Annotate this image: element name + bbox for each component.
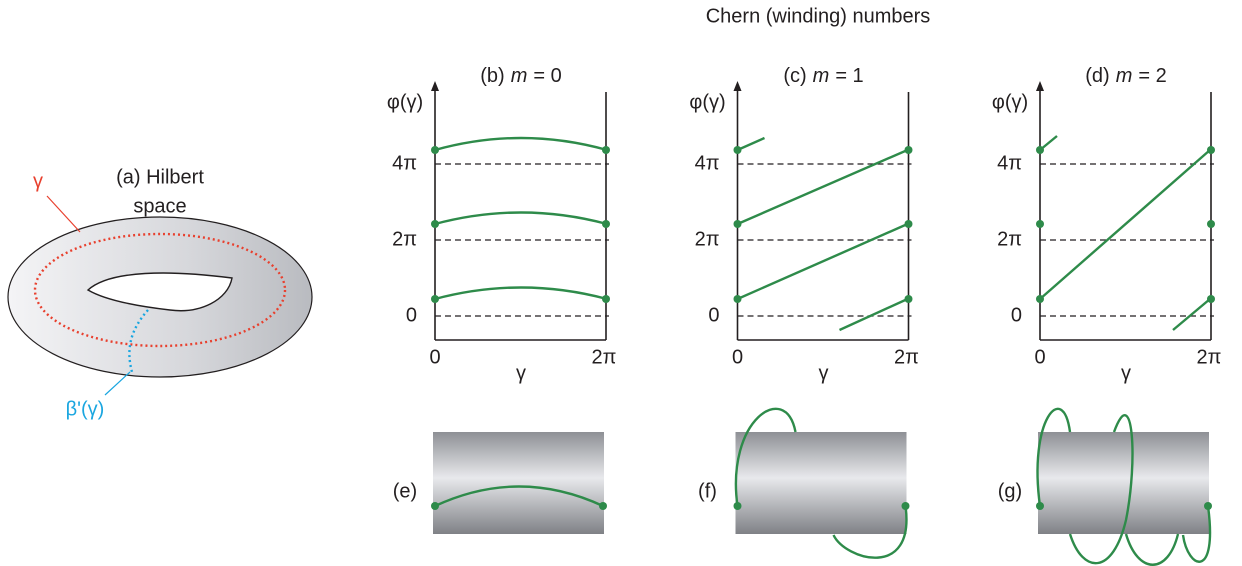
point: [599, 502, 607, 510]
cylinder-body: [433, 432, 604, 534]
plot-equals: = 1: [835, 65, 863, 87]
y-tick-label: 2π: [695, 228, 720, 250]
x-tick-label: 0: [429, 346, 440, 368]
x-axis-label: γ: [819, 362, 829, 384]
point: [602, 220, 610, 228]
plot: (b) m = 0 φ(γ) 0 2π 4π 0 2π γ (e): [387, 65, 617, 534]
curve: [1172, 298, 1211, 331]
plot-prefix: (c): [783, 65, 806, 87]
x-tick-label: 0: [1034, 346, 1045, 368]
torus: [7, 195, 313, 396]
fiber-label: β'(γ): [66, 398, 105, 420]
cylinder-label: (g): [998, 480, 1022, 502]
winding: [434, 485, 604, 508]
y-tick-label: 0: [1011, 304, 1022, 326]
point: [602, 146, 610, 154]
x-tick-label: 2π: [592, 346, 617, 368]
plot-equals: = 0: [533, 65, 561, 87]
curve: [737, 148, 908, 226]
point: [1207, 146, 1215, 154]
point: [733, 295, 742, 303]
winding: [734, 407, 797, 507]
plot-title: (b) m = 0: [480, 65, 561, 87]
point: [602, 295, 610, 303]
point: [1207, 295, 1215, 303]
point: [431, 146, 439, 154]
y-axis-label: φ(γ): [387, 91, 423, 113]
winding: [832, 505, 908, 559]
point: [431, 502, 439, 510]
y-tick-label: 4π: [695, 152, 720, 174]
plot: (c) m = 1 φ(γ) 0 2π 4π 0 2π γ (f): [689, 65, 919, 559]
y-axis-label: φ(γ): [992, 91, 1028, 113]
plot-variable: m: [511, 65, 528, 87]
winding: [1036, 407, 1072, 507]
loop-label: γ: [33, 170, 43, 192]
plot: (d) m = 2 φ(γ) 0 2π 4π 0 2π γ (g): [992, 65, 1222, 566]
y-tick-label: 0: [406, 304, 417, 326]
plot-prefix: (b): [480, 65, 504, 87]
x-axis-label: γ: [516, 362, 526, 384]
winding: [1068, 414, 1134, 565]
point: [1204, 502, 1212, 510]
winding: [1181, 505, 1212, 563]
y-tick-label: 0: [708, 304, 719, 326]
y-tick-label: 2π: [392, 228, 417, 250]
x-tick-label: 2π: [1197, 346, 1222, 368]
y-tick-label: 2π: [997, 228, 1022, 250]
point: [904, 295, 913, 303]
cylinder: [431, 432, 607, 534]
plot-variable: m: [813, 65, 830, 87]
curve: [434, 286, 608, 301]
plot-prefix: (d): [1085, 65, 1109, 87]
curve: [737, 222, 908, 301]
plot-equals: = 2: [1138, 65, 1166, 87]
hilbert-label: space: [133, 195, 186, 217]
curve: [737, 136, 765, 152]
curve: [839, 297, 908, 332]
point: [904, 220, 913, 228]
y-axis-label: φ(γ): [689, 91, 725, 113]
curve: [1039, 149, 1211, 300]
x-axis-label: γ: [1121, 362, 1131, 384]
point: [431, 295, 439, 303]
y-tick-label: 4π: [997, 152, 1022, 174]
point: [431, 220, 439, 228]
plot-title: (c) m = 1: [783, 65, 863, 87]
cylinder: [733, 407, 910, 559]
point: [1207, 220, 1215, 228]
figure-title: Chern (winding) numbers: [706, 5, 931, 27]
curve: [434, 136, 608, 152]
x-tick-label: 2π: [894, 346, 919, 368]
cylinder-label: (f): [698, 480, 717, 502]
point: [1036, 146, 1044, 154]
x-tick-label: 0: [732, 346, 743, 368]
cylinder-label: (e): [393, 480, 417, 502]
hilbert-label: (a) Hilbert: [116, 166, 204, 188]
point: [733, 502, 742, 510]
y-tick-label: 4π: [392, 152, 417, 174]
point: [904, 146, 913, 154]
cylinder: [1036, 407, 1212, 566]
point: [733, 146, 742, 154]
winding: [1124, 533, 1180, 566]
cylinder-body: [735, 432, 907, 534]
plot-variable: m: [1116, 65, 1133, 87]
point: [733, 220, 742, 228]
cylinder-body: [1038, 432, 1209, 534]
point: [1036, 220, 1044, 228]
point: [901, 502, 910, 510]
plot-title: (d) m = 2: [1085, 65, 1166, 87]
point: [1036, 295, 1044, 303]
point: [1036, 502, 1044, 510]
curve: [434, 211, 608, 226]
